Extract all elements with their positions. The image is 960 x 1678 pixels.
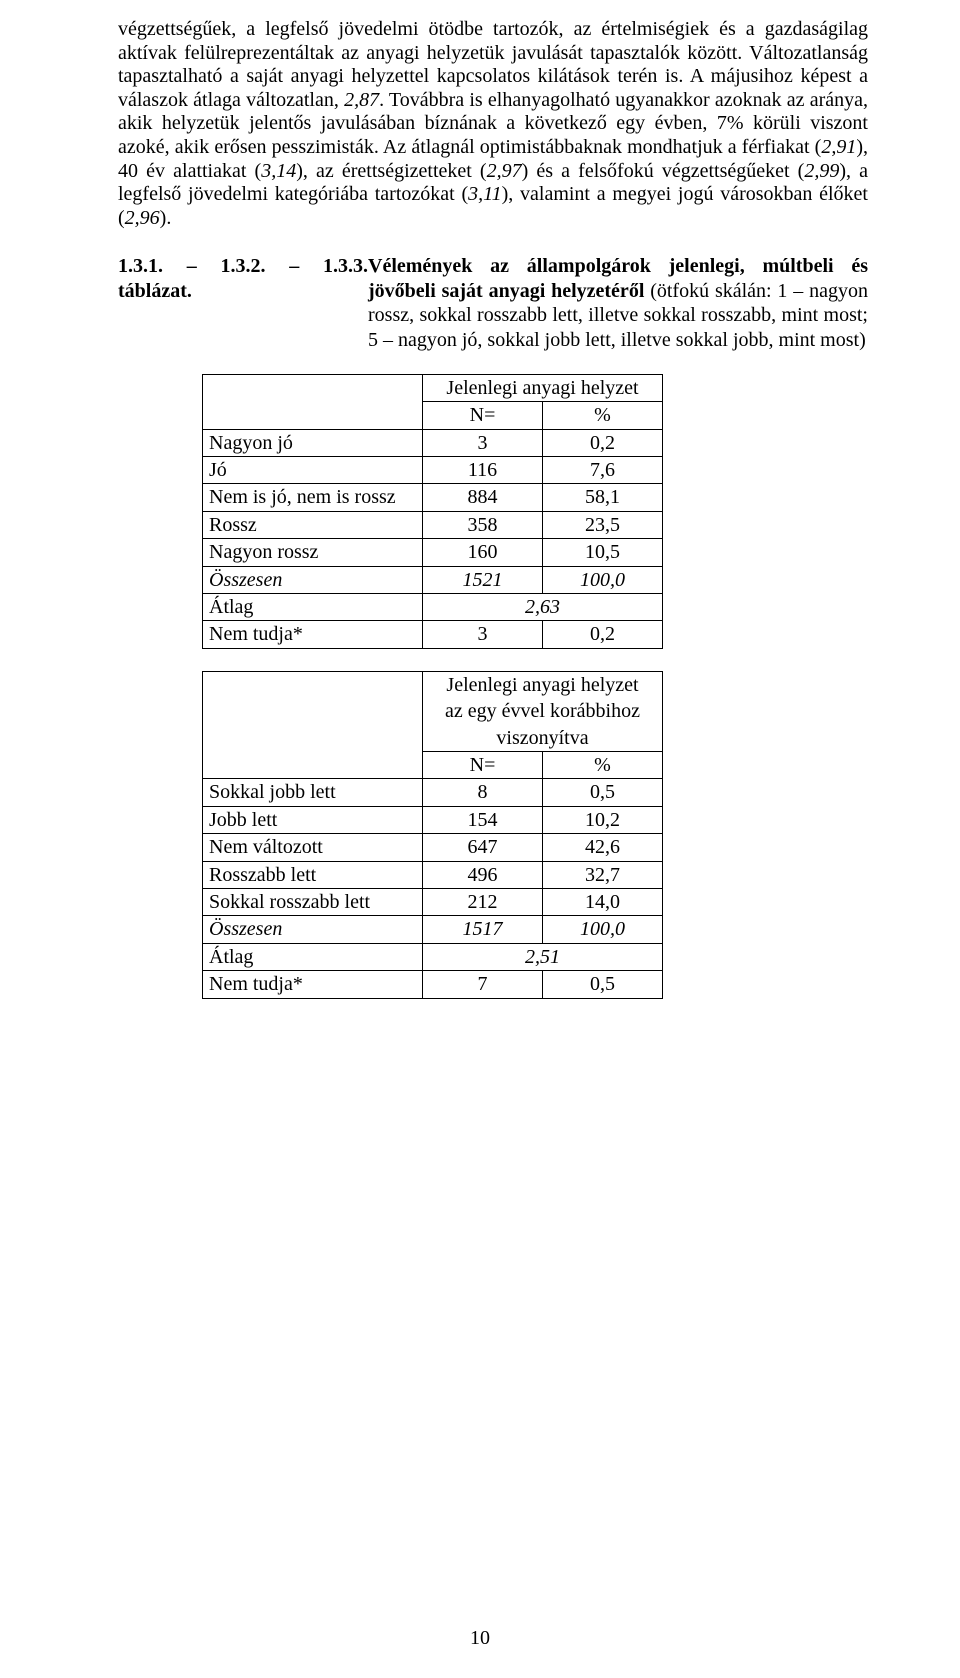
row-pct: 58,1 (543, 484, 663, 511)
col-header-pct: % (543, 751, 663, 778)
total-label: Összesen (203, 916, 423, 943)
table-row-total: Összesen 1521 100,0 (203, 566, 663, 593)
row-pct: 10,5 (543, 539, 663, 566)
table-row: Nem is jó, nem is rossz 884 58,1 (203, 484, 663, 511)
table-2-grid: Jelenlegi anyagi helyzet az egy évvel ko… (202, 671, 663, 999)
table-row: Sokkal rosszabb lett 212 14,0 (203, 888, 663, 915)
col-header-pct: % (543, 402, 663, 429)
row-pct: 42,6 (543, 834, 663, 861)
row-label: Jobb lett (203, 806, 423, 833)
table-row: Nagyon rossz 160 10,5 (203, 539, 663, 566)
table-row: Sokkal jobb lett 8 0,5 (203, 779, 663, 806)
para-value-3: 3,14 (261, 160, 296, 182)
row-label: Nem változott (203, 834, 423, 861)
total-n: 1521 (423, 566, 543, 593)
table-1: Jelenlegi anyagi helyzet N= % Nagyon jó … (202, 374, 868, 649)
dk-n: 7 (423, 971, 543, 998)
para-value-5: 2,99 (804, 160, 839, 182)
mean-label: Átlag (203, 943, 423, 970)
row-pct: 0,2 (543, 429, 663, 456)
page: végzettségűek, a legfelső jövedelmi ötöd… (0, 0, 960, 1678)
mean-value: 2,63 (423, 594, 663, 621)
table-header-l2: az egy évvel korábbihoz (423, 698, 663, 724)
blank-cell (203, 374, 423, 429)
table-row-dk: Nem tudja* 7 0,5 (203, 971, 663, 998)
row-n: 154 (423, 806, 543, 833)
row-n: 884 (423, 484, 543, 511)
row-label: Nagyon rossz (203, 539, 423, 566)
row-pct: 32,7 (543, 861, 663, 888)
table-row-total: Összesen 1517 100,0 (203, 916, 663, 943)
mean-label: Átlag (203, 594, 423, 621)
total-label: Összesen (203, 566, 423, 593)
row-n: 3 (423, 429, 543, 456)
table-row-dk: Nem tudja* 3 0,2 (203, 621, 663, 648)
para-text: ), az érettségizetteket ( (296, 160, 486, 182)
para-value-1: 2,87 (344, 89, 379, 111)
row-label: Jó (203, 457, 423, 484)
dk-pct: 0,2 (543, 621, 663, 648)
blank-cell (203, 671, 423, 779)
table-row: Nagyon jó 3 0,2 (203, 429, 663, 456)
heading-number: 1.3.1. – 1.3.2. – 1.3.3. táblázat. (118, 255, 368, 301)
row-label: Sokkal jobb lett (203, 779, 423, 806)
table-row: Rosszabb lett 496 32,7 (203, 861, 663, 888)
total-pct: 100,0 (543, 916, 663, 943)
row-n: 212 (423, 888, 543, 915)
row-n: 358 (423, 511, 543, 538)
row-pct: 0,5 (543, 779, 663, 806)
table-row: Jó 116 7,6 (203, 457, 663, 484)
page-number: 10 (0, 1627, 960, 1650)
row-pct: 14,0 (543, 888, 663, 915)
total-n: 1517 (423, 916, 543, 943)
row-label: Sokkal rosszabb lett (203, 888, 423, 915)
row-n: 647 (423, 834, 543, 861)
table-header-l1: Jelenlegi anyagi helyzet (423, 671, 663, 698)
table-row-mean: Átlag 2,51 (203, 943, 663, 970)
para-text: ) és a felsőfokú végzettségűeket ( (522, 160, 805, 182)
table-heading: 1.3.1. – 1.3.2. – 1.3.3. táblázat. Vélem… (118, 254, 868, 352)
col-header-n: N= (423, 751, 543, 778)
table-row-mean: Átlag 2,63 (203, 594, 663, 621)
body-paragraph: végzettségűek, a legfelső jövedelmi ötöd… (118, 18, 868, 230)
dk-pct: 0,5 (543, 971, 663, 998)
table-row: Nem változott 647 42,6 (203, 834, 663, 861)
dk-n: 3 (423, 621, 543, 648)
row-n: 496 (423, 861, 543, 888)
dk-label: Nem tudja* (203, 971, 423, 998)
dk-label: Nem tudja* (203, 621, 423, 648)
row-label: Nagyon jó (203, 429, 423, 456)
table-header: Jelenlegi anyagi helyzet (423, 374, 663, 401)
para-value-7: 2,96 (125, 207, 160, 229)
row-pct: 7,6 (543, 457, 663, 484)
para-value-4: 2,97 (487, 160, 522, 182)
para-value-2: 2,91 (821, 136, 856, 158)
table-row: Jelenlegi anyagi helyzet (203, 374, 663, 401)
total-pct: 100,0 (543, 566, 663, 593)
table-2: Jelenlegi anyagi helyzet az egy évvel ko… (202, 671, 868, 999)
row-label: Rosszabb lett (203, 861, 423, 888)
row-n: 160 (423, 539, 543, 566)
table-1-grid: Jelenlegi anyagi helyzet N= % Nagyon jó … (202, 374, 663, 649)
row-label: Rossz (203, 511, 423, 538)
row-pct: 23,5 (543, 511, 663, 538)
row-pct: 10,2 (543, 806, 663, 833)
table-row: Jelenlegi anyagi helyzet (203, 671, 663, 698)
para-text: ). (160, 207, 172, 229)
table-header-l3: viszonyítva (423, 725, 663, 752)
para-value-6: 3,11 (468, 183, 502, 205)
row-label: Nem is jó, nem is rossz (203, 484, 423, 511)
table-row: Jobb lett 154 10,2 (203, 806, 663, 833)
row-n: 116 (423, 457, 543, 484)
col-header-n: N= (423, 402, 543, 429)
row-n: 8 (423, 779, 543, 806)
mean-value: 2,51 (423, 943, 663, 970)
table-row: Rossz 358 23,5 (203, 511, 663, 538)
